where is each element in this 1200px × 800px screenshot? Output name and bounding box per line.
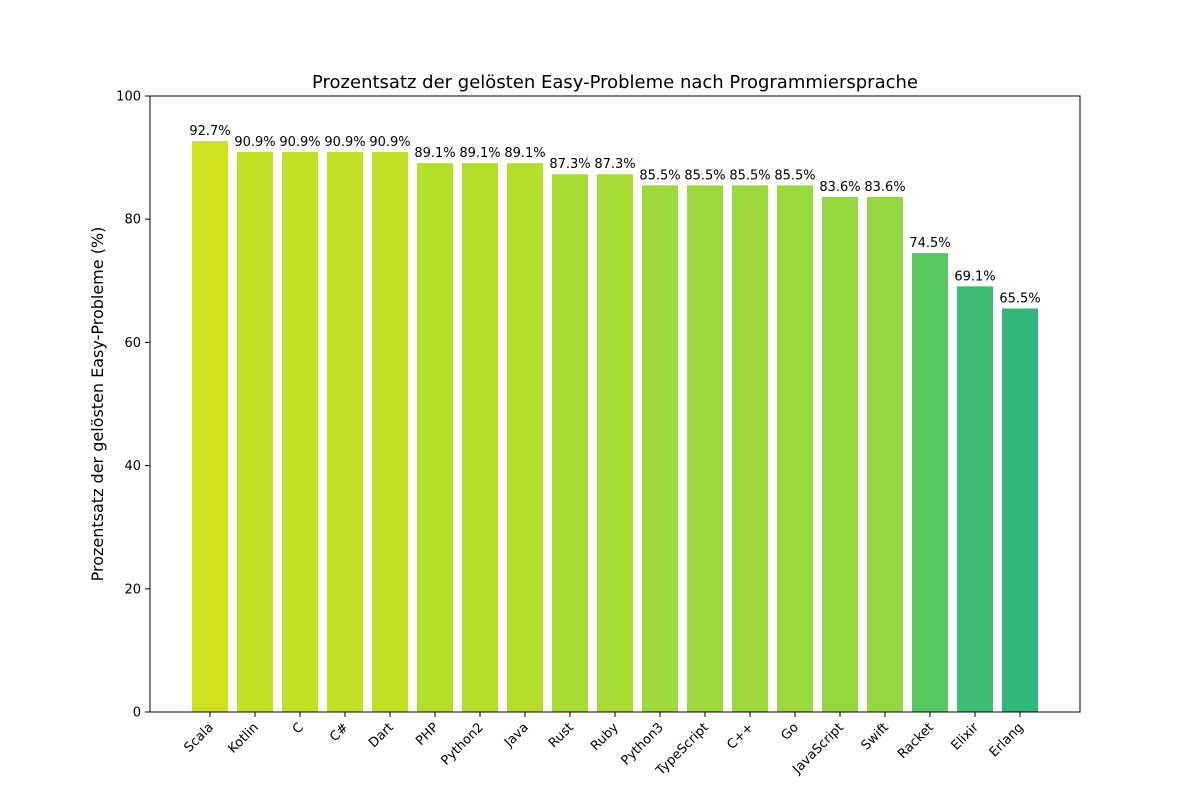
x-tick-label-13: Go: [778, 720, 801, 743]
x-tick-label-9: Ruby: [588, 720, 622, 754]
data-label-17: 69.1%: [954, 269, 995, 284]
bar-6: [462, 163, 498, 713]
x-tick-label-18: Erlang: [987, 720, 1027, 760]
data-label-14: 83.6%: [819, 180, 860, 195]
x-tick-label-8: Rust: [546, 720, 577, 751]
x-tick-label-4: Dart: [366, 720, 397, 751]
y-tick-label-1: 20: [124, 582, 141, 597]
data-label-12: 85.5%: [729, 168, 770, 183]
bar-16: [912, 253, 948, 712]
bar-1: [237, 152, 273, 712]
y-tick-label-3: 60: [124, 336, 141, 351]
data-label-11: 85.5%: [684, 168, 725, 183]
bar-18: [1002, 308, 1038, 712]
data-label-2: 90.9%: [279, 135, 320, 150]
bar-12: [732, 185, 768, 712]
x-tick-label-16: Racket: [895, 720, 937, 762]
data-label-9: 87.3%: [594, 157, 635, 172]
bar-2: [282, 152, 318, 712]
x-tick-label-17: Elixir: [949, 720, 983, 754]
y-axis-label: Prozentsatz der gelösten Easy-Probleme (…: [88, 227, 107, 582]
data-label-10: 85.5%: [639, 168, 680, 183]
x-tick-label-3: C#: [327, 720, 352, 745]
x-tick-label-0: Scala: [182, 720, 217, 755]
y-tick-label-5: 100: [116, 90, 141, 105]
y-tick-label-2: 40: [124, 459, 141, 474]
x-tick-label-1: Kotlin: [225, 720, 261, 756]
data-label-7: 89.1%: [504, 146, 545, 161]
bar-8: [552, 174, 588, 712]
data-label-15: 83.6%: [864, 180, 905, 195]
data-label-18: 65.5%: [999, 292, 1040, 307]
bar-5: [417, 163, 453, 713]
data-label-3: 90.9%: [324, 135, 365, 150]
bar-17: [957, 286, 993, 712]
chart-title: Prozentsatz der gelösten Easy-Probleme n…: [312, 72, 918, 93]
x-tick-label-6: Python2: [439, 720, 487, 768]
bar-9: [597, 174, 633, 712]
x-tick-label-7: Java: [501, 720, 532, 751]
plot-frame: [149, 95, 1081, 713]
bar-14: [822, 197, 858, 713]
x-tick-label-5: PHP: [413, 720, 442, 749]
y-tick-label-0: 0: [133, 706, 141, 721]
bar-15: [867, 197, 903, 713]
data-label-4: 90.9%: [369, 135, 410, 150]
bar-0: [192, 140, 228, 712]
data-label-6: 89.1%: [459, 146, 500, 161]
y-ticks: 0 20 40 60 80 100: [116, 90, 150, 721]
bar-4: [372, 152, 408, 712]
data-label-0: 92.7%: [189, 124, 230, 139]
data-label-1: 90.9%: [234, 135, 275, 150]
bar-13: [777, 185, 813, 712]
bar-3: [327, 152, 363, 712]
bars-group: 92.7% 90.9% 90.9% 90.9% 90.9% 89.1% 89.1% 89.1%…: [189, 124, 1041, 713]
data-label-8: 87.3%: [549, 157, 590, 172]
y-tick-label-4: 80: [124, 213, 141, 228]
x-tick-label-15: Swift: [859, 720, 892, 753]
x-tick-label-12: C++: [724, 720, 756, 752]
bar-11: [687, 185, 723, 712]
data-label-5: 89.1%: [414, 146, 455, 161]
bar-7: [507, 163, 543, 713]
bar-10: [642, 185, 678, 712]
x-tick-label-2: C: [290, 720, 307, 737]
data-label-16: 74.5%: [909, 236, 950, 251]
data-label-13: 85.5%: [774, 168, 815, 183]
